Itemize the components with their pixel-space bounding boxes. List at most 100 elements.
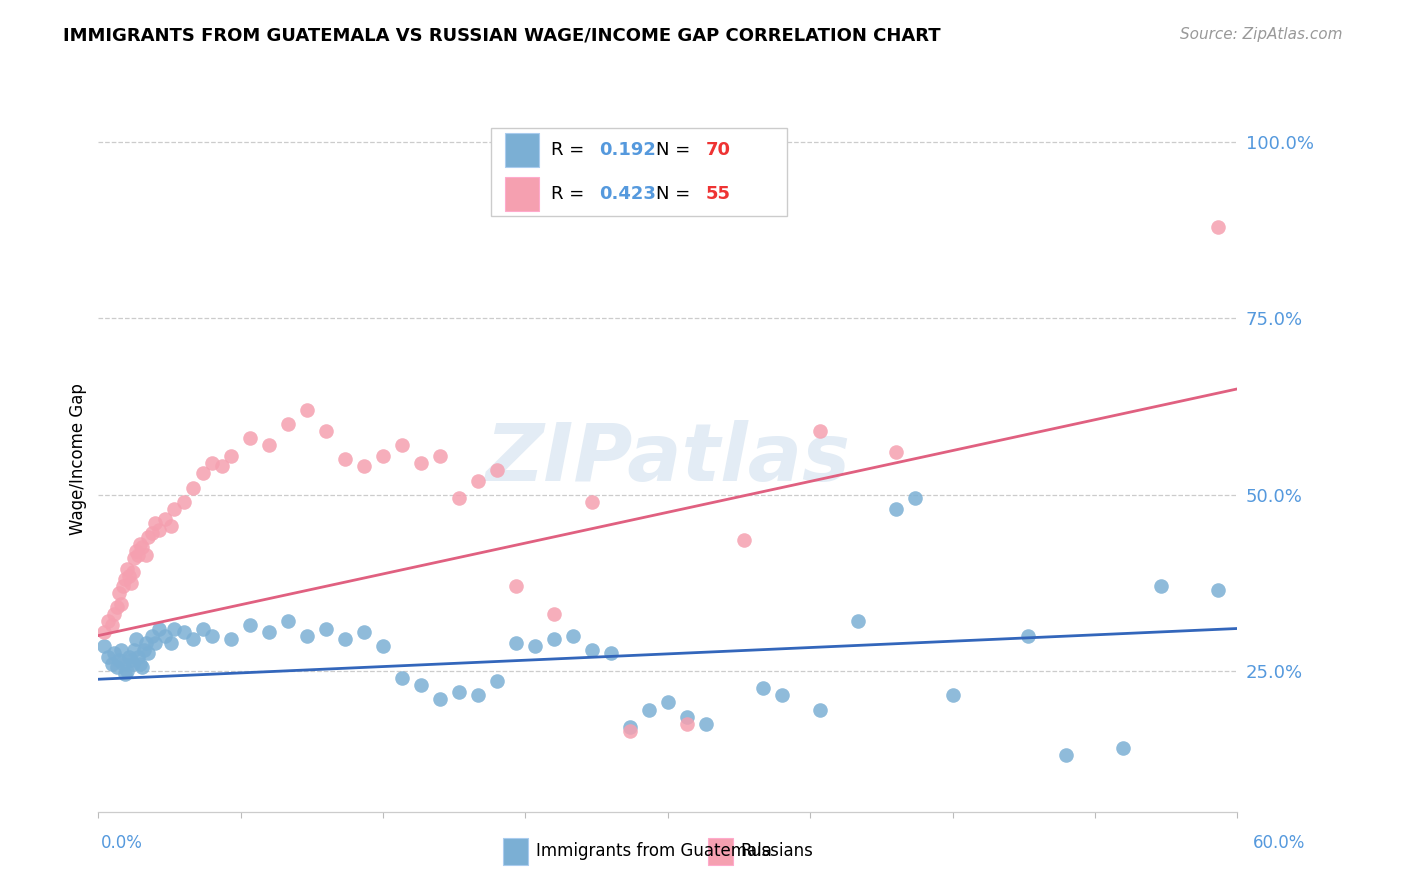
Point [297,403,319,417]
Point [846,615,869,629]
Point [277,417,299,431]
Point [120,653,142,667]
Text: R =: R = [551,186,589,203]
Point [391,438,413,452]
Point [114,667,136,681]
Point [148,523,170,537]
Text: 55: 55 [706,186,731,203]
Point [449,491,471,505]
Point [657,696,679,710]
Point [127,548,149,562]
Point [120,575,142,590]
Point [638,702,661,716]
Point [135,635,157,649]
Point [353,459,375,474]
Point [239,618,262,632]
Point [115,561,138,575]
Point [752,681,775,696]
Point [486,463,509,477]
Point [211,459,233,474]
Point [391,671,413,685]
Point [131,541,153,555]
Point [1056,748,1078,763]
Point [524,639,547,653]
Point [1208,219,1230,234]
Point [103,646,125,660]
Text: Immigrants from Guatemala: Immigrants from Guatemala [536,842,772,860]
Point [145,635,167,649]
Point [543,607,565,622]
Point [191,467,214,481]
Point [108,586,131,600]
Point [315,622,337,636]
Point [173,625,195,640]
Text: ZIPatlas: ZIPatlas [485,420,851,499]
Point [884,501,907,516]
Point [97,649,120,664]
Text: IMMIGRANTS FROM GUATEMALA VS RUSSIAN WAGE/INCOME GAP CORRELATION CHART: IMMIGRANTS FROM GUATEMALA VS RUSSIAN WAG… [63,27,941,45]
Point [93,639,115,653]
FancyBboxPatch shape [491,128,787,216]
Point [449,685,471,699]
Point [581,642,603,657]
Point [153,512,176,526]
Point [201,628,224,642]
Point [371,639,394,653]
Point [173,494,195,508]
Point [191,622,214,636]
Point [159,635,181,649]
FancyBboxPatch shape [505,133,538,167]
Point [112,579,135,593]
Point [619,720,641,734]
Point [108,653,131,667]
Point [505,635,527,649]
Point [676,709,699,723]
Point [505,579,527,593]
Point [201,456,224,470]
Point [129,537,152,551]
Point [808,424,831,438]
Point [124,642,146,657]
Point [125,544,148,558]
Point [467,474,489,488]
Point [562,628,585,642]
Point [107,600,129,615]
Point [163,501,186,516]
Point [543,632,565,646]
Point [353,625,375,640]
Y-axis label: Wage/Income Gap: Wage/Income Gap [69,384,87,535]
Point [259,438,281,452]
Point [221,449,243,463]
FancyBboxPatch shape [503,838,527,864]
Point [100,657,122,671]
Point [297,628,319,642]
Point [733,533,755,548]
Point [429,449,451,463]
Point [1112,741,1135,756]
Point [163,622,186,636]
Point [904,491,927,505]
Point [153,628,176,642]
Point [132,642,155,657]
Text: N =: N = [657,186,696,203]
Point [770,689,793,703]
Point [467,689,489,703]
Point [100,618,122,632]
Point [103,607,125,622]
Text: 0.192: 0.192 [599,141,657,159]
FancyBboxPatch shape [505,178,538,211]
Point [141,628,163,642]
Point [486,674,509,689]
Point [600,646,623,660]
Point [371,449,394,463]
Point [1208,582,1230,597]
Point [942,689,965,703]
Point [114,572,136,586]
Point [159,519,181,533]
Point [107,660,129,674]
Point [221,632,243,646]
Point [1150,579,1173,593]
Text: R =: R = [551,141,589,159]
Text: Source: ZipAtlas.com: Source: ZipAtlas.com [1180,27,1343,42]
Point [239,431,262,445]
